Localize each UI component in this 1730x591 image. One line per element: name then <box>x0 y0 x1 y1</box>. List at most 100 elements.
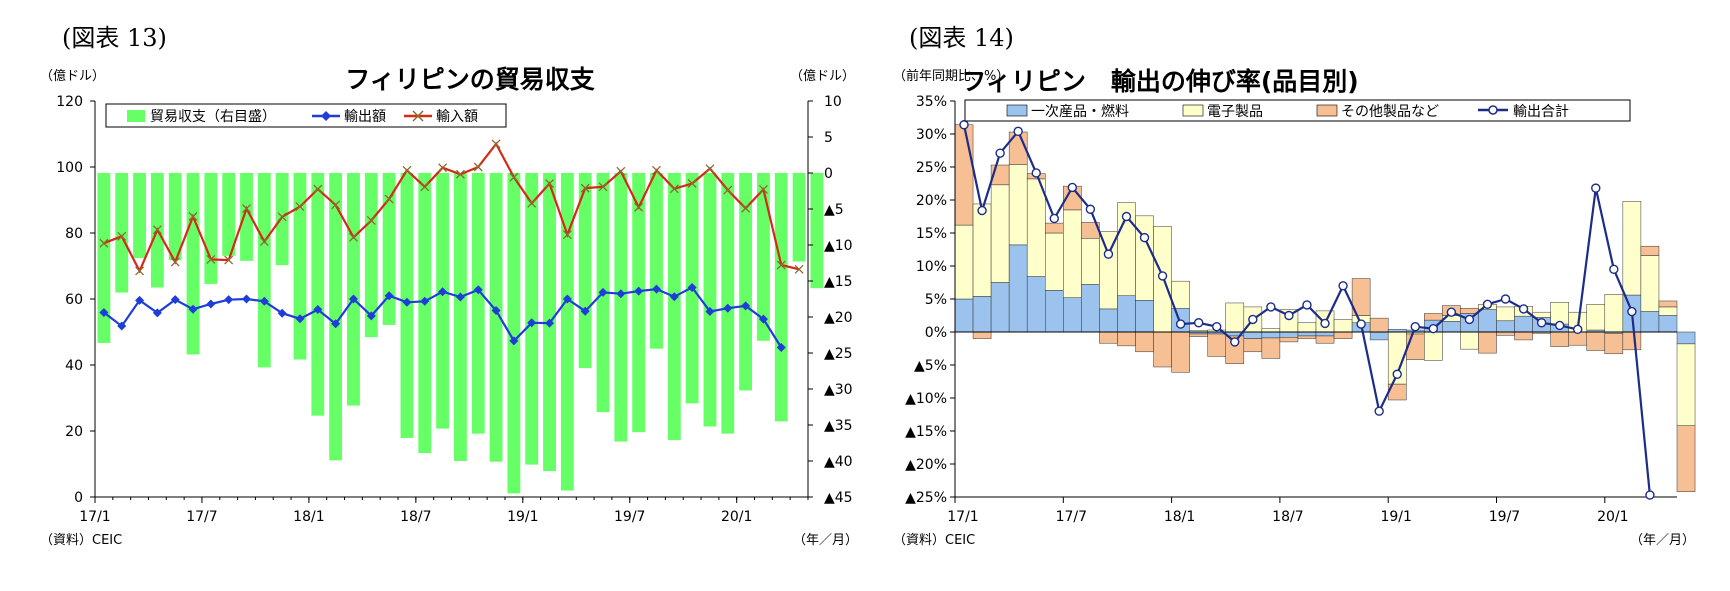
imports-point <box>188 212 198 221</box>
total-point <box>1627 306 1637 317</box>
total-point <box>1518 304 1529 314</box>
other-bar <box>1478 331 1497 354</box>
left-tick-label: 40 <box>65 358 83 374</box>
total-point <box>1536 318 1547 328</box>
total-point <box>1428 324 1439 334</box>
right-tick-label: ▲20 <box>824 310 853 326</box>
balance-bar <box>614 173 628 442</box>
other-bar <box>1550 331 1569 347</box>
electronics-bar <box>1676 343 1696 426</box>
imports-point <box>776 260 786 270</box>
legend-swatch-balance <box>127 110 145 122</box>
imports-point <box>491 139 501 149</box>
imports-point <box>527 198 537 208</box>
x-tick-label: 18/7 <box>400 509 431 525</box>
x-tick-label: 19/7 <box>614 509 645 525</box>
imports-point <box>349 232 358 242</box>
primary-bar <box>1026 276 1046 333</box>
balance-bar <box>329 173 343 461</box>
balance-bar <box>436 173 450 429</box>
imports-point <box>598 182 608 192</box>
total-point <box>959 120 969 130</box>
y-tick-label: 15% <box>916 226 947 242</box>
other-bar <box>1640 245 1660 256</box>
primary-bar <box>1261 331 1281 339</box>
primary-bar <box>1478 309 1497 333</box>
y-tick-label: ▲10% <box>905 391 947 407</box>
balance-bar <box>792 173 806 262</box>
x-tick-label: 17/7 <box>1056 509 1087 525</box>
left-tick-label: 80 <box>65 226 83 242</box>
balance-bar <box>667 173 681 441</box>
other-bar <box>1135 331 1154 353</box>
chart-title: フィリピンの貿易収支 <box>345 65 595 94</box>
balance-bar <box>347 173 360 406</box>
right-tick-label: ▲30 <box>824 382 853 398</box>
balance-bar <box>578 173 592 369</box>
primary-bar <box>1676 331 1696 345</box>
balance-bar <box>471 173 485 434</box>
balance-bar <box>311 173 325 416</box>
exports-point <box>117 321 127 331</box>
right-axis-unit: （億ドル） <box>790 68 855 84</box>
total-point <box>1591 183 1601 193</box>
electronics-bar <box>990 184 1010 283</box>
left-tick-label: 100 <box>56 160 83 176</box>
electronics-bar <box>1008 164 1028 246</box>
legend-label-other: その他製品など <box>1341 104 1439 120</box>
legend-label-balance: 貿易収支（右目盛） <box>150 109 276 125</box>
exports-point <box>509 336 519 346</box>
imports-point <box>420 182 430 192</box>
primary-bar <box>1442 321 1461 333</box>
imports-point <box>616 166 626 176</box>
imports-point <box>562 230 572 240</box>
exports-point <box>242 294 252 304</box>
exports-point <box>651 284 661 294</box>
exports-point <box>562 294 572 304</box>
other-bar <box>1586 331 1606 351</box>
total-point <box>1067 182 1078 193</box>
balance-bar <box>382 173 396 325</box>
total-point <box>977 205 987 216</box>
imports-point <box>366 216 376 225</box>
primary-bar <box>1640 311 1660 333</box>
balance-bar <box>133 173 146 258</box>
exports-point <box>687 282 697 292</box>
imports-line <box>103 141 800 274</box>
balance-bar <box>703 173 717 427</box>
total-point <box>1085 204 1096 214</box>
y-tick-label: ▲5% <box>914 358 947 374</box>
legend: 一次産品・燃料 電子製品 その他製品など 輸出合計 <box>964 99 1631 122</box>
other-bar <box>1333 331 1353 339</box>
other-bar <box>1297 335 1317 339</box>
exports-point <box>402 297 412 307</box>
balance-bar <box>293 173 307 360</box>
trade-balance-chart: (図表 13) フィリピンの貿易収支 （億ドル） （億ドル） （資料）CEIC … <box>40 24 858 548</box>
figure-label: (図表 13) <box>62 24 167 52</box>
imports-point <box>741 203 751 213</box>
legend: 貿易収支（右目盛） 輸出額 輸入額 <box>105 103 507 128</box>
total-point <box>1193 318 1204 328</box>
primary-bar <box>1099 308 1118 333</box>
primary-bar <box>1658 315 1678 333</box>
total-point <box>1464 314 1475 325</box>
y-axis-unit: （前年同期比、%） <box>893 68 1009 84</box>
other-bar <box>1261 337 1281 359</box>
electronics-bar <box>1622 201 1642 296</box>
exports-point <box>580 306 590 316</box>
right-tick-label: ▲45 <box>824 490 853 506</box>
total-point <box>1284 310 1294 321</box>
balance-bar <box>186 173 200 355</box>
right-tick-label: 5 <box>824 130 833 146</box>
electronics-bar <box>1496 306 1515 322</box>
other-bar <box>954 124 974 226</box>
total-point <box>1356 319 1366 329</box>
imports-point <box>295 202 305 212</box>
imports-point <box>634 202 644 212</box>
exports-point <box>206 299 216 309</box>
legend-label-electronics: 電子製品 <box>1207 104 1263 120</box>
primary-bar <box>1315 331 1335 337</box>
total-point <box>1320 318 1330 329</box>
right-tick-label: ▲35 <box>824 418 853 434</box>
electronics-bar <box>1424 331 1443 361</box>
